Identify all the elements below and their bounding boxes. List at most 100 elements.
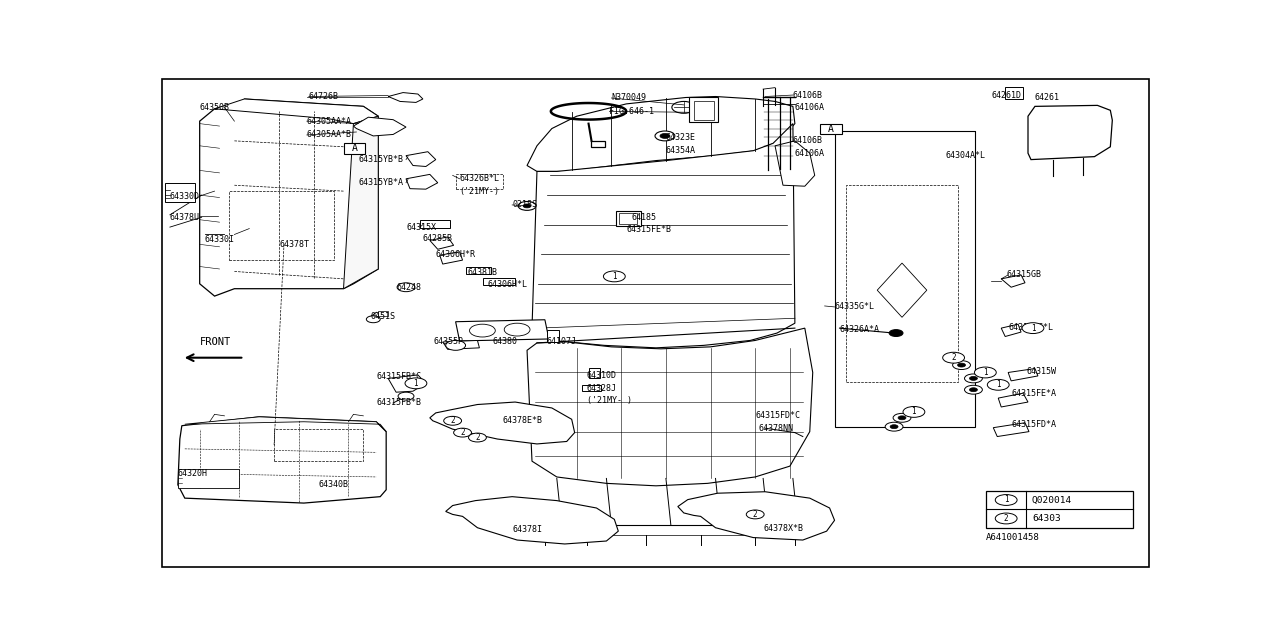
Polygon shape	[1001, 275, 1025, 287]
Text: 64248: 64248	[396, 284, 421, 292]
Text: 64381B: 64381B	[467, 268, 498, 277]
Polygon shape	[776, 141, 815, 186]
Polygon shape	[1001, 324, 1021, 337]
Polygon shape	[527, 328, 813, 486]
Text: 64315X: 64315X	[406, 223, 436, 232]
Bar	[229, 191, 334, 260]
Text: 0218S: 0218S	[512, 200, 538, 209]
Bar	[694, 101, 713, 120]
Bar	[590, 141, 605, 147]
Text: 64378I: 64378I	[512, 525, 543, 534]
Text: 64354A: 64354A	[666, 146, 696, 156]
Bar	[379, 311, 388, 316]
Polygon shape	[343, 116, 379, 289]
Polygon shape	[445, 497, 618, 544]
Text: 64323E: 64323E	[666, 133, 696, 142]
Circle shape	[672, 101, 696, 113]
Text: 64304A*L: 64304A*L	[946, 151, 986, 160]
Text: 64328J: 64328J	[586, 384, 617, 393]
Text: 64350B: 64350B	[200, 103, 229, 112]
Text: 2: 2	[451, 416, 454, 425]
Text: 1: 1	[983, 368, 988, 377]
Bar	[589, 367, 600, 378]
Circle shape	[746, 510, 764, 519]
Polygon shape	[200, 99, 379, 296]
Bar	[165, 183, 195, 202]
Text: 0451S: 0451S	[370, 312, 396, 321]
Text: 2: 2	[951, 353, 956, 362]
Text: N370049: N370049	[612, 93, 646, 102]
Text: 64315DC*L: 64315DC*L	[1009, 323, 1053, 332]
Bar	[466, 267, 492, 274]
Circle shape	[398, 392, 413, 400]
Text: 64378E*B: 64378E*B	[502, 416, 543, 425]
Circle shape	[965, 385, 982, 394]
Text: FIG.646-1: FIG.646-1	[609, 107, 654, 116]
Bar	[420, 220, 449, 228]
Text: A: A	[352, 143, 357, 153]
Text: 64726B: 64726B	[308, 92, 339, 101]
Circle shape	[660, 134, 669, 138]
Bar	[617, 211, 641, 226]
Text: 64106A: 64106A	[795, 148, 824, 157]
Circle shape	[890, 330, 902, 337]
Circle shape	[468, 433, 486, 442]
Bar	[343, 143, 365, 154]
Text: A641001458: A641001458	[987, 533, 1041, 542]
Text: 64106B: 64106B	[792, 136, 823, 145]
Text: 64378T: 64378T	[279, 240, 308, 249]
Text: 64303: 64303	[1032, 514, 1061, 523]
Text: 64306H*R: 64306H*R	[435, 250, 476, 259]
Text: 64315GB: 64315GB	[1006, 271, 1041, 280]
Polygon shape	[678, 492, 835, 540]
Bar	[178, 468, 239, 488]
Polygon shape	[1009, 369, 1038, 381]
Text: 64315YB*A: 64315YB*A	[358, 179, 403, 188]
Text: A: A	[828, 124, 833, 134]
Circle shape	[518, 202, 536, 211]
Polygon shape	[440, 252, 462, 264]
Polygon shape	[215, 99, 379, 124]
Text: 64315FE*B: 64315FE*B	[626, 225, 671, 234]
Circle shape	[603, 271, 625, 282]
Circle shape	[899, 416, 906, 420]
Bar	[547, 330, 559, 342]
Bar	[835, 131, 975, 427]
Text: 64315FD*C: 64315FD*C	[755, 412, 800, 420]
Text: 64306H*L: 64306H*L	[488, 280, 527, 289]
Bar	[456, 174, 503, 189]
Polygon shape	[993, 423, 1029, 436]
Polygon shape	[388, 375, 426, 392]
Polygon shape	[527, 97, 795, 172]
Text: ('21MY- ): ('21MY- )	[586, 396, 631, 405]
Bar	[581, 385, 602, 391]
Polygon shape	[353, 117, 406, 136]
Text: 1: 1	[1030, 324, 1036, 333]
Circle shape	[902, 406, 925, 417]
Polygon shape	[178, 417, 387, 503]
Text: 64185: 64185	[631, 212, 657, 221]
Polygon shape	[456, 320, 549, 341]
Text: 1: 1	[413, 379, 419, 388]
Polygon shape	[1028, 106, 1112, 159]
Text: 64315FB*B: 64315FB*B	[376, 397, 421, 406]
Text: 64326B*L: 64326B*L	[460, 174, 499, 183]
Polygon shape	[998, 393, 1028, 407]
Bar	[274, 429, 364, 461]
Circle shape	[655, 131, 675, 141]
Text: 64305AA*B: 64305AA*B	[307, 131, 352, 140]
Text: 64378X*B: 64378X*B	[763, 524, 803, 533]
Text: 2: 2	[475, 433, 480, 442]
Circle shape	[445, 340, 466, 350]
Bar	[620, 213, 637, 224]
Text: 1: 1	[612, 272, 617, 281]
Text: 64378NN: 64378NN	[758, 424, 794, 433]
Text: 64285B: 64285B	[422, 234, 453, 243]
Bar	[846, 185, 957, 382]
Text: 64335G*L: 64335G*L	[835, 303, 874, 312]
Text: 1: 1	[996, 380, 1001, 389]
Polygon shape	[388, 93, 422, 102]
Bar	[484, 278, 515, 285]
Circle shape	[996, 495, 1018, 506]
Circle shape	[397, 283, 415, 292]
